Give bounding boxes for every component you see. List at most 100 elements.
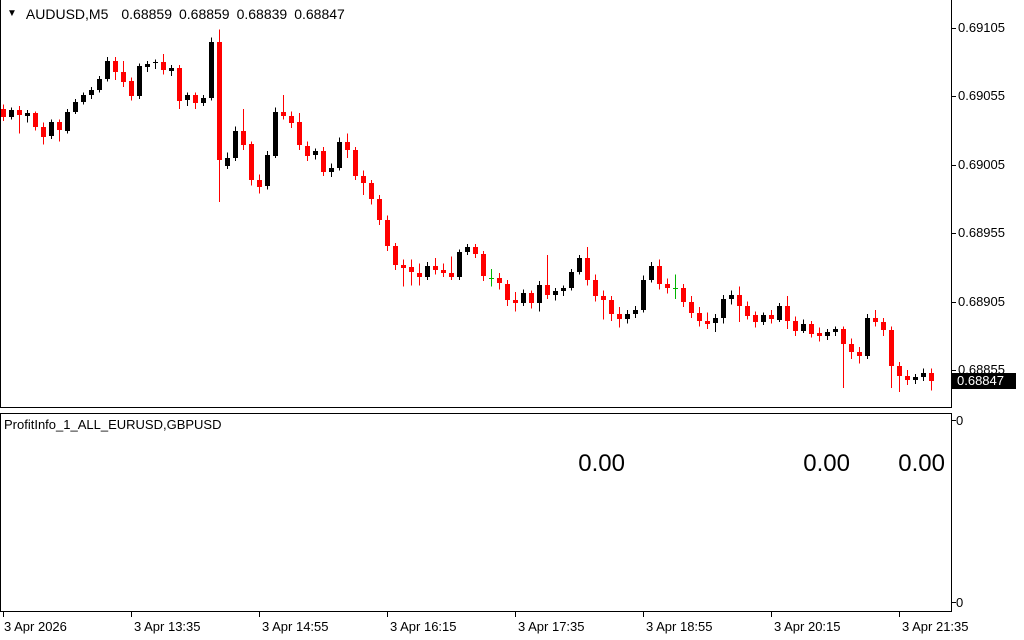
candle-bearish	[705, 321, 710, 324]
candle-bullish	[457, 252, 462, 277]
candle-bullish	[137, 66, 142, 96]
candle-bearish	[505, 284, 510, 300]
candle-bullish	[97, 79, 102, 90]
candle-bearish	[889, 330, 894, 366]
candle-bearish	[929, 373, 934, 381]
candle-bearish	[193, 95, 198, 103]
candle-bearish	[881, 322, 886, 330]
candle-bearish	[369, 183, 374, 199]
candle-bearish	[793, 321, 798, 331]
candle-bearish	[1, 109, 6, 117]
price-tick-label: 0.69005	[958, 157, 1005, 172]
candle-bullish	[625, 314, 630, 319]
candle-bearish	[745, 306, 750, 316]
indicator-subwindow-frame	[0, 413, 952, 612]
indicator-subwindow-title: ProfitInfo_1_ALL_EURUSD,GBPUSD	[4, 417, 222, 432]
candle-bullish	[641, 280, 646, 310]
candle-bearish	[689, 302, 694, 313]
candle-bearish	[129, 81, 134, 96]
time-tick-label: 3 Apr 20:15	[774, 619, 841, 634]
candle-bullish	[337, 142, 342, 168]
time-tick-label: 3 Apr 14:55	[262, 619, 329, 634]
candle-bullish	[265, 155, 270, 186]
candle-bearish	[257, 180, 262, 187]
candle-bearish	[497, 278, 502, 283]
candle-bearish	[217, 42, 222, 160]
candle-bullish	[833, 329, 838, 332]
candle-doji	[673, 288, 678, 289]
candle-bearish	[401, 265, 406, 268]
candle-bullish	[425, 266, 430, 277]
candle-bullish	[201, 98, 206, 103]
candle-bullish	[169, 68, 174, 71]
candle-bullish	[777, 306, 782, 320]
candle-bullish	[465, 247, 470, 252]
candle-bearish	[513, 300, 518, 303]
candle-bullish	[913, 377, 918, 380]
candle-bullish	[65, 112, 70, 131]
candle-bullish	[521, 293, 526, 303]
candle-bearish	[17, 110, 22, 115]
candle-bearish	[905, 376, 910, 380]
profit-value-2: 0.00	[803, 450, 850, 477]
candle-bearish	[321, 151, 326, 172]
candle-bearish	[737, 295, 742, 306]
candle-bullish	[233, 131, 238, 158]
candle-bearish	[377, 199, 382, 220]
candle-bearish	[809, 324, 814, 334]
candle-bearish	[409, 267, 414, 272]
candle-bearish	[897, 366, 902, 376]
candle-bullish	[145, 64, 150, 67]
candle-bearish	[113, 61, 118, 72]
candle-bullish	[81, 95, 86, 102]
candle-bearish	[417, 273, 422, 277]
candle-bullish	[553, 291, 558, 295]
candle-bullish	[921, 373, 926, 377]
candle-bearish	[57, 122, 62, 130]
candle-bearish	[33, 113, 38, 127]
candle-bearish	[473, 247, 478, 254]
candle-bearish	[385, 220, 390, 246]
bar-high-value: 0.68859	[178, 6, 230, 22]
price-tick-label: 0.69055	[958, 88, 1005, 103]
candle-bearish	[177, 68, 182, 101]
profit-value-3: 0.00	[898, 450, 945, 477]
candle-bullish	[273, 112, 278, 156]
time-tick-label: 3 Apr 17:35	[518, 619, 585, 634]
candle-bearish	[873, 318, 878, 322]
bar-low-value: 0.68839	[236, 6, 288, 22]
time-tick-label: 3 Apr 18:55	[646, 619, 713, 634]
candle-bullish	[825, 332, 830, 336]
candle-bullish	[25, 113, 30, 116]
candle-bullish	[633, 310, 638, 314]
candle-bullish	[9, 110, 14, 117]
candle-bullish	[313, 151, 318, 155]
candle-bullish	[761, 315, 766, 322]
candle-bullish	[801, 324, 806, 331]
candle-bearish	[697, 313, 702, 321]
bar-close-value: 0.68847	[294, 6, 345, 22]
candle-bearish	[609, 300, 614, 314]
candle-bullish	[537, 285, 542, 303]
candle-bullish	[185, 95, 190, 100]
candle-bearish	[753, 315, 758, 322]
candle-bullish	[729, 295, 734, 299]
time-tick-label: 3 Apr 13:35	[134, 619, 201, 634]
candle-bearish	[393, 246, 398, 265]
candle-bearish	[289, 116, 294, 123]
price-tick-label: 0.68905	[958, 294, 1005, 309]
time-tick-label: 3 Apr 2026	[4, 619, 67, 634]
candle-bearish	[769, 315, 774, 319]
time-tick-label: 3 Apr 21:35	[902, 619, 969, 634]
candle-bearish	[305, 146, 310, 156]
candle-bearish	[529, 293, 534, 303]
candle-bullish	[153, 62, 158, 63]
candle-bearish	[121, 72, 126, 82]
candle-bearish	[481, 254, 486, 276]
candle-doji	[489, 278, 494, 279]
subwindow-scale-top: 0	[956, 413, 964, 428]
candle-bearish	[441, 270, 446, 273]
candle-bearish	[785, 306, 790, 321]
